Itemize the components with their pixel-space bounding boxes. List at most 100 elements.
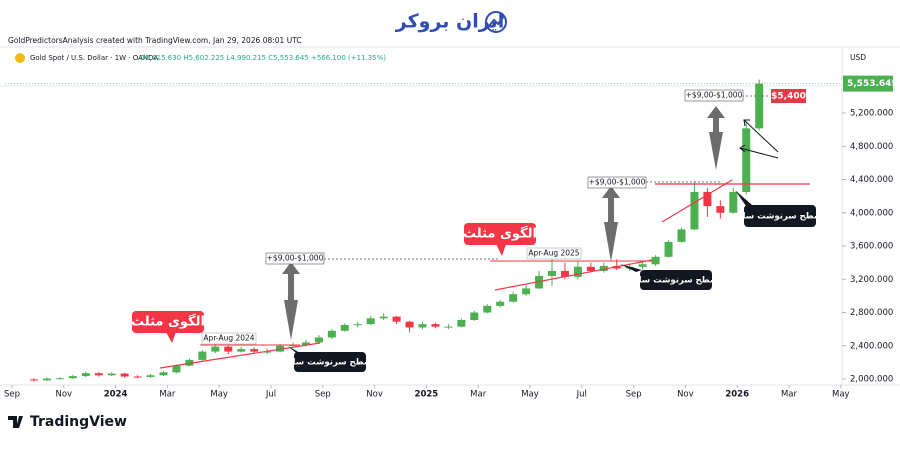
pointer (620, 264, 642, 272)
pointer-arrow-head (739, 144, 746, 153)
y-tick-label: 3,600.000 (850, 242, 893, 252)
candle-body (664, 241, 673, 257)
candle-body (55, 378, 64, 380)
x-tick-label: May (832, 390, 850, 400)
move-label: +$9,00-$1,000 (589, 178, 646, 187)
pattern-label: الگوی مثلث (463, 226, 537, 242)
period-box (201, 332, 257, 345)
pattern-label-box (464, 223, 536, 245)
x-tick-label: Mar (781, 390, 798, 400)
level-box (640, 270, 712, 290)
logo-text: ایران بروکر (395, 11, 504, 33)
symbol: Gold Spot / U.S. Dollar · 1W · OANDA (30, 54, 158, 62)
candle-body (716, 206, 725, 213)
period-label: Apr-Aug 2025 (528, 249, 579, 258)
candle-body (742, 128, 751, 192)
move-box (265, 252, 325, 265)
candle-body (729, 191, 738, 213)
trend-line (494, 259, 653, 291)
last-price-box (843, 75, 893, 92)
x-tick-label: 2025 (415, 390, 439, 400)
candle-body (263, 351, 272, 353)
candle-body (224, 346, 233, 352)
candle-body (509, 294, 518, 302)
candle-body (42, 378, 51, 381)
candle-body (107, 373, 116, 376)
pattern-3: +$9,00-$1,000 $5,400 سطح سرنوشت ساز (655, 89, 822, 227)
x-tick-label: Nov (55, 390, 72, 400)
candle-body (496, 301, 505, 306)
candle-body (68, 376, 77, 379)
x-tick-label: May (210, 390, 228, 400)
pattern-label: الگوی مثلث (131, 314, 205, 330)
pointer (496, 244, 506, 256)
candle-body (755, 83, 764, 129)
candle-body (586, 266, 595, 271)
level-label: سطح سرنوشت ساز (633, 276, 719, 286)
candle-body (379, 316, 388, 319)
x-tick-label: Nov (677, 390, 694, 400)
move-box (684, 89, 744, 102)
candle-body (483, 305, 492, 313)
arrow (707, 106, 725, 170)
x-tick-label: Sep (315, 390, 331, 400)
target-label: $5,400 (771, 92, 806, 102)
candle-body (690, 191, 699, 230)
x-tick-label: Sep (626, 390, 642, 400)
candle-body (444, 326, 453, 328)
x-tick-label: Nov (366, 390, 383, 400)
candle-body (405, 321, 414, 328)
ohlc: O5,015.630 H5,602.225 L4,990.215 C5,553.… (140, 54, 386, 62)
candle-body (120, 373, 129, 377)
candle-body (133, 376, 142, 378)
logo-icon-line (488, 15, 505, 27)
x-tick-label: 2024 (104, 390, 128, 400)
candle-body (560, 270, 569, 277)
y-tick-label: 2,400.000 (850, 341, 893, 351)
candle-body (573, 266, 582, 277)
candle-body (366, 318, 375, 325)
arrow (282, 262, 300, 340)
pointer (166, 332, 176, 343)
pointer-arrow-head (743, 119, 750, 127)
x-tick-label: Mar (159, 390, 176, 400)
candle-body (457, 319, 466, 327)
candle-body (314, 337, 323, 343)
trend-line (159, 342, 321, 369)
candle-body (651, 256, 660, 265)
x-tick-label: Mar (470, 390, 487, 400)
level-label: سطح سرنوشت ساز (287, 358, 373, 368)
level-label: سطح سرنوشت ساز (737, 212, 823, 222)
candle-body (198, 351, 207, 360)
candle-body (94, 373, 103, 376)
candle-body (418, 324, 427, 328)
period-label: Apr-Aug 2024 (203, 334, 254, 343)
candle-body (431, 324, 440, 327)
candle-body (81, 373, 90, 377)
candle-body (677, 229, 686, 242)
candle-body (172, 365, 181, 373)
x-tick-label: May (521, 390, 539, 400)
move-label: +$9,00-$1,000 (686, 91, 743, 100)
candle-body (327, 330, 336, 338)
period-box (526, 247, 582, 260)
trend-line (661, 179, 733, 223)
candle-body (522, 288, 531, 295)
credit: GoldPredictorsAnalysis created with Trad… (8, 36, 302, 45)
y-tick-label: 4,400.000 (850, 175, 893, 185)
pointer (288, 346, 300, 353)
level-box (294, 352, 366, 372)
footer-icon (8, 416, 23, 428)
candle-body (392, 316, 401, 322)
pattern-label-box (132, 311, 204, 333)
pointer (735, 190, 752, 206)
arrow (602, 186, 620, 262)
x-tick-label: Sep (4, 390, 20, 400)
candle-body (250, 349, 259, 352)
candle-body (30, 379, 39, 381)
x-tick-label: Jul (265, 390, 276, 400)
y-tick-label: 5,200.000 (850, 109, 893, 119)
candle-body (470, 312, 479, 320)
move-box (587, 176, 647, 189)
